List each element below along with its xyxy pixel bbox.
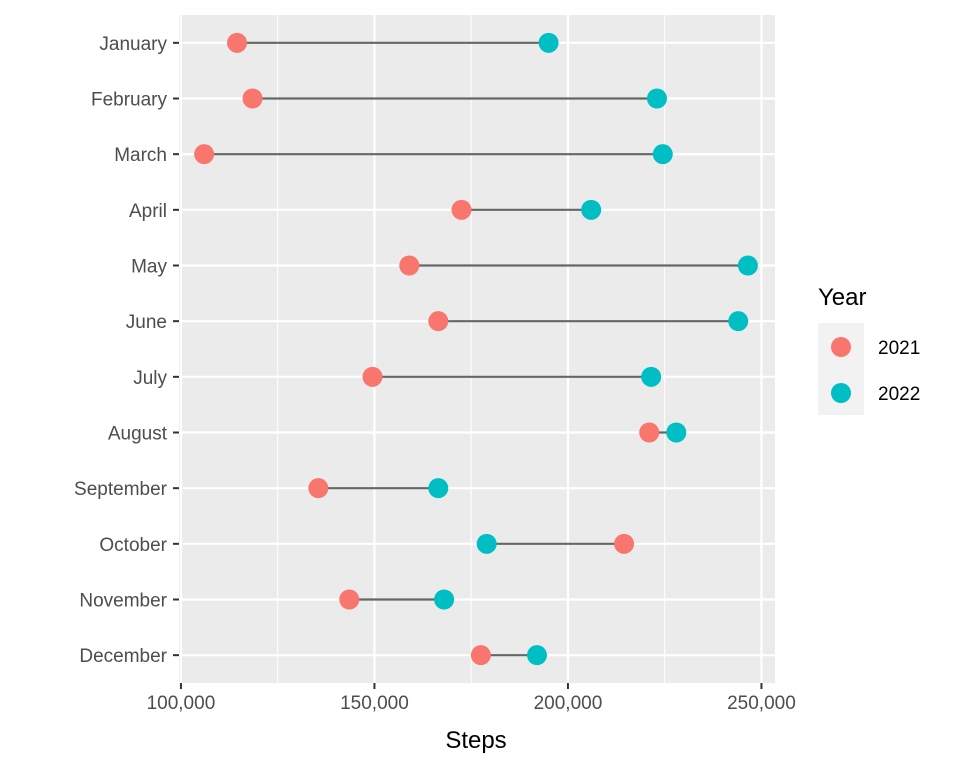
plot-panel xyxy=(179,15,775,683)
y-tick-label: June xyxy=(126,312,167,333)
point-2022 xyxy=(646,88,667,109)
legend-label-2022: 2022 xyxy=(878,384,920,405)
point-2021 xyxy=(451,199,472,220)
y-tick-label: November xyxy=(79,591,167,612)
y-tick-label: December xyxy=(79,646,167,667)
point-2022 xyxy=(476,533,497,554)
legend-title: Year xyxy=(818,284,867,311)
y-axis: January February March April May June July Augu… xyxy=(74,34,179,667)
connector-segments xyxy=(204,41,748,657)
x-tick-label: 100,000 xyxy=(147,693,216,714)
data-points xyxy=(194,32,758,666)
point-2021 xyxy=(399,255,420,276)
point-2021 xyxy=(428,311,449,332)
legend-label-2021: 2021 xyxy=(878,338,920,359)
point-2022 xyxy=(666,422,687,443)
point-2021 xyxy=(470,645,491,666)
point-2022 xyxy=(728,311,749,332)
x-axis: 100,000 150,000 200,000 250,000 xyxy=(147,683,796,714)
y-tick-label: March xyxy=(114,145,167,166)
legend: Year 2021 2022 xyxy=(818,284,920,415)
point-2022 xyxy=(641,366,662,387)
point-2022 xyxy=(581,199,602,220)
point-2022 xyxy=(434,589,455,610)
y-tick-label: August xyxy=(108,424,168,445)
point-2021 xyxy=(194,144,215,165)
x-tick-label: 200,000 xyxy=(534,693,603,714)
y-tick-label: September xyxy=(74,479,168,500)
point-2022 xyxy=(538,32,559,53)
point-2021 xyxy=(308,478,329,499)
point-2021 xyxy=(227,32,248,53)
y-tick-label: February xyxy=(91,90,168,111)
point-2021 xyxy=(242,88,263,109)
x-axis-title: Steps xyxy=(445,727,506,754)
point-2021 xyxy=(614,533,635,554)
point-2021 xyxy=(639,422,660,443)
point-2022 xyxy=(737,255,758,276)
major-gridlines-x xyxy=(179,15,763,683)
point-2021 xyxy=(339,589,360,610)
point-2022 xyxy=(652,144,673,165)
point-2022 xyxy=(428,478,449,499)
legend-key-2022 xyxy=(831,383,851,403)
y-tick-label: April xyxy=(129,201,167,222)
legend-key-2021 xyxy=(831,337,851,357)
minor-gridlines xyxy=(277,15,666,683)
y-tick-label: January xyxy=(99,34,167,55)
y-tick-label: October xyxy=(99,535,167,556)
y-tick-label: July xyxy=(133,368,167,389)
x-tick-label: 250,000 xyxy=(727,693,796,714)
x-tick-label: 150,000 xyxy=(340,693,409,714)
y-tick-label: May xyxy=(131,257,167,278)
point-2022 xyxy=(526,645,547,666)
point-2021 xyxy=(362,366,383,387)
